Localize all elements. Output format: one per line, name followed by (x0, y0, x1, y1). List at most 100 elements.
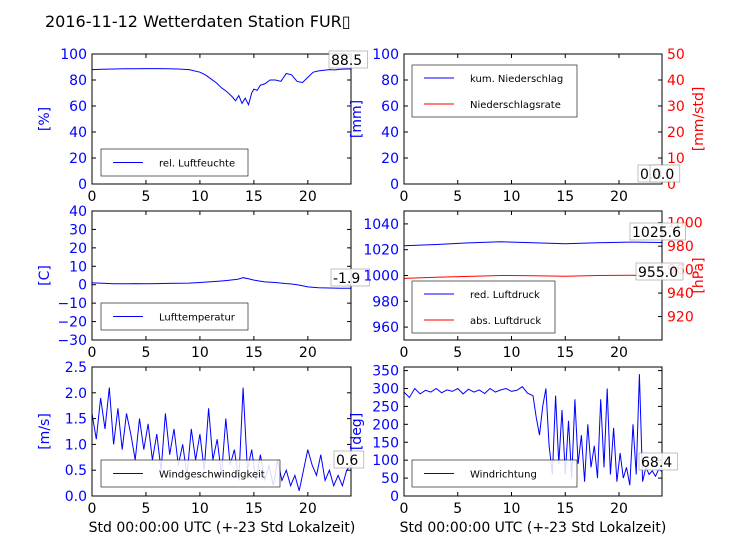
value-label-box (638, 452, 678, 471)
x-tick-label: 5 (453, 501, 462, 517)
legend: rel. Luftfeuchte (100, 148, 249, 177)
x-tick-label: 15 (556, 501, 574, 517)
y-tick-label: 980 (372, 294, 399, 310)
x-tick-label: 20 (610, 345, 628, 361)
figure-title: 2016-11-12 Wetterdaten Station FUR▯ (45, 12, 351, 31)
legend-entry-label: abs. Luftdruck (470, 316, 541, 327)
x-tick-label: 10 (503, 345, 521, 361)
x-tick-label: 20 (299, 189, 317, 205)
legend: Windrichtung (411, 459, 578, 488)
y-tick-label: 250 (372, 399, 399, 415)
y-axis-label: [deg] (349, 413, 365, 450)
y-tick-label: 1000 (363, 269, 399, 285)
axes-frame (403, 53, 663, 185)
y-tick-label: −10 (57, 296, 87, 312)
y-tick-label: 300 (372, 382, 399, 398)
x-tick-label: 20 (610, 501, 628, 517)
axes-frame (91, 53, 352, 185)
y2-tick-label: 980 (667, 239, 694, 255)
y-tick-label: 20 (69, 241, 87, 257)
x-tick-label: 15 (245, 501, 263, 517)
x-tick-label: 20 (610, 189, 628, 205)
x-tick-label: 0 (88, 501, 97, 517)
legend: red. Luftdruck abs. Luftdruck (411, 280, 556, 334)
x-tick-label: 5 (141, 501, 150, 517)
y-tick-label: 0 (78, 177, 87, 193)
y-tick-label: 1.5 (65, 412, 87, 428)
y-tick-label: 1040 (363, 217, 399, 233)
series-line-humidity-0 (91, 68, 351, 107)
y-axis-label: [%] (37, 107, 53, 131)
y-tick-label: 30 (69, 222, 87, 238)
legend-entry-label: Windrichtung (470, 470, 537, 481)
value-label: 68.4 (641, 455, 672, 471)
y2-tick-label: 20 (667, 125, 685, 141)
series-line-pressure-0 (403, 241, 663, 247)
x-tick-label: 0 (400, 501, 409, 517)
y2-tick-label: 40 (667, 73, 685, 89)
value-label-box (330, 268, 370, 287)
value-label: 955.0 (638, 265, 678, 281)
y-tick-label: 100 (372, 453, 399, 469)
chart-wind_speed: 0 5 10 15 20 0.0 0.5 1.0 1.5 2.0 2.5 [m/s] Windgesch… (37, 360, 365, 517)
y-tick-label: 1.0 (65, 437, 87, 453)
legend-entry-label: Niederschlagsrate (470, 100, 561, 111)
x-tick-label: 10 (191, 501, 209, 517)
x-tick-label: 0 (88, 189, 97, 205)
x-tick-label: 10 (191, 345, 209, 361)
x-tick-label: 10 (503, 501, 521, 517)
legend-entry-label: kum. Niederschlag (470, 74, 563, 85)
y-tick-label: 40 (381, 125, 399, 141)
x-tick-label: 15 (245, 345, 263, 361)
x-tick-label: 5 (141, 345, 150, 361)
y-tick-label: 60 (69, 99, 87, 115)
x-tick-label: 20 (299, 345, 317, 361)
y-tick-label: 20 (381, 151, 399, 167)
y-tick-label: 350 (372, 364, 399, 380)
y2-tick-label: 30 (667, 99, 685, 115)
legend: Windgeschwindigkeit (100, 459, 281, 488)
value-label: 0.0 (652, 167, 674, 183)
y-tick-label: 10 (69, 259, 87, 275)
chart-wind_direction: 0 5 10 15 20050100150200250300350[deg]Windri… (349, 364, 678, 517)
y-tick-label: 1020 (363, 243, 399, 259)
x-tick-label: 15 (245, 189, 263, 205)
legend-entry-label: Lufttemperatur (159, 313, 236, 324)
legend-entry-label: Windgeschwindigkeit (159, 470, 265, 481)
legend-entry-label: red. Luftdruck (470, 290, 540, 301)
y-tick-label: 150 (372, 435, 399, 451)
y-tick-label: 40 (69, 125, 87, 141)
chart-humidity: 0 5 10 15 20 0 20 40 60 80 100 [%] rel. Luftfeuchte 8… (37, 47, 368, 205)
legend-box (411, 64, 578, 118)
legend-box (411, 280, 556, 334)
y-tick-label: 0 (390, 177, 399, 193)
x-tick-label: 0 (400, 189, 409, 205)
y-axis-label: [C] (37, 265, 53, 286)
x-tick-label: 15 (556, 189, 574, 205)
y-tick-label: 50 (381, 471, 399, 487)
x-tick-label: 15 (556, 345, 574, 361)
x-axis-label-right: Std 00:00:00 UTC (+-23 Std Lokalzeit) (400, 520, 667, 536)
x-tick-label: 0 (400, 345, 409, 361)
chart-pressure: 0510152096098010001020104092094096098010… (363, 210, 707, 361)
y-tick-label: 100 (372, 47, 399, 63)
y-axis-label: [mm] (349, 100, 365, 138)
y2-tick-label: 940 (667, 286, 694, 302)
y-tick-label: 0.0 (65, 489, 87, 505)
y-tick-label: 0.5 (65, 463, 87, 479)
y2-axis-label: [hPa] (691, 257, 707, 293)
axes-frame (91, 366, 352, 497)
value-label: 0.6 (336, 453, 358, 469)
value-label: -1.9 (333, 271, 360, 287)
y2-axis-label: [mm/std] (691, 87, 707, 152)
legend: Lufttemperatur (100, 302, 249, 331)
y-tick-label: 20 (69, 151, 87, 167)
value-label-box (635, 262, 684, 281)
value-label-box (649, 164, 681, 183)
value-label-box (629, 222, 686, 241)
x-axis-label-left: Std 00:00:00 UTC (+-23 Std Lokalzeit) (89, 520, 356, 536)
x-tick-label: 5 (141, 189, 150, 205)
y2-tick-label: 920 (667, 310, 694, 326)
